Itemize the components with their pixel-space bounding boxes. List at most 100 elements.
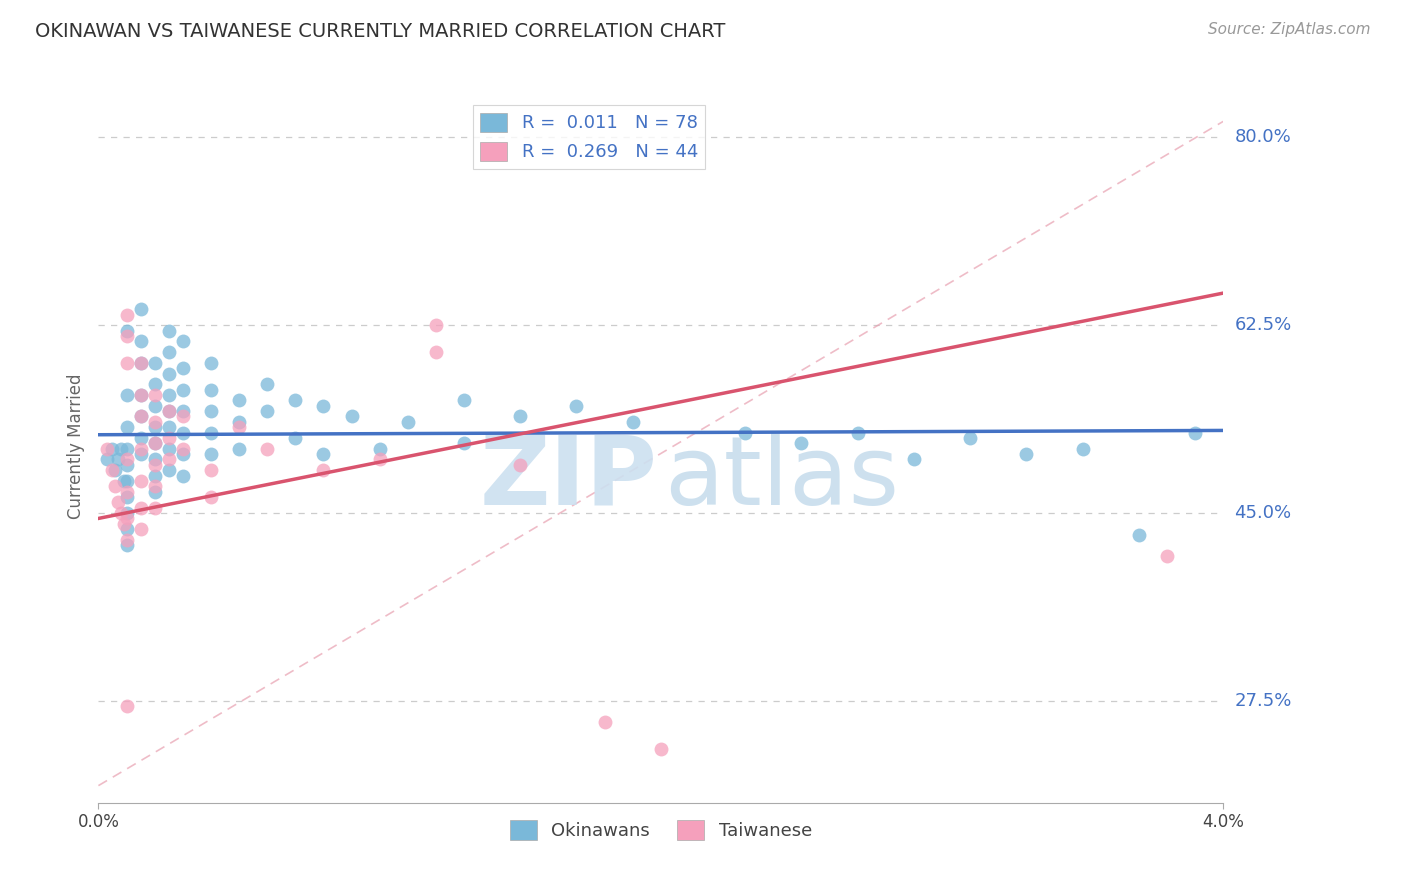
Point — [143, 420, 166, 434]
Point — [228, 442, 250, 456]
Point — [129, 447, 152, 461]
Point — [157, 367, 180, 381]
Point — [256, 377, 278, 392]
Point — [143, 479, 166, 493]
Point — [143, 500, 166, 515]
Point — [115, 458, 138, 472]
Point — [593, 715, 616, 730]
Point — [157, 345, 180, 359]
Point — [143, 415, 166, 429]
Point — [846, 425, 869, 440]
Point — [115, 506, 138, 520]
Y-axis label: Currently Married: Currently Married — [66, 373, 84, 519]
Point — [157, 324, 180, 338]
Point — [104, 463, 127, 477]
Point — [1156, 549, 1178, 563]
Point — [790, 436, 813, 450]
Point — [284, 431, 307, 445]
Point — [200, 463, 222, 477]
Point — [425, 345, 447, 359]
Point — [172, 409, 194, 424]
Point — [115, 308, 138, 322]
Point — [425, 318, 447, 333]
Point — [284, 393, 307, 408]
Point — [256, 404, 278, 418]
Point — [312, 447, 335, 461]
Point — [101, 442, 124, 456]
Point — [959, 431, 981, 445]
Text: atlas: atlas — [664, 432, 900, 524]
Point — [143, 484, 166, 499]
Point — [129, 388, 152, 402]
Point — [129, 302, 152, 317]
Point — [129, 409, 152, 424]
Point — [678, 806, 700, 821]
Point — [509, 458, 531, 472]
Point — [143, 436, 166, 450]
Point — [340, 409, 363, 424]
Point — [115, 699, 138, 714]
Point — [157, 463, 180, 477]
Legend: Okinawans, Taiwanese: Okinawans, Taiwanese — [502, 813, 820, 847]
Point — [107, 495, 129, 509]
Point — [115, 324, 138, 338]
Point — [115, 522, 138, 536]
Point — [115, 538, 138, 552]
Point — [312, 399, 335, 413]
Point — [115, 474, 138, 488]
Point — [143, 388, 166, 402]
Point — [143, 356, 166, 370]
Point — [650, 742, 672, 756]
Point — [143, 452, 166, 467]
Point — [96, 452, 118, 467]
Point — [256, 442, 278, 456]
Point — [734, 425, 756, 440]
Point — [129, 431, 152, 445]
Point — [396, 415, 419, 429]
Point — [1015, 447, 1038, 461]
Point — [1184, 425, 1206, 440]
Point — [157, 388, 180, 402]
Point — [129, 522, 152, 536]
Point — [509, 409, 531, 424]
Point — [200, 490, 222, 504]
Point — [143, 377, 166, 392]
Text: ZIP: ZIP — [479, 432, 658, 524]
Point — [129, 334, 152, 349]
Point — [129, 442, 152, 456]
Point — [312, 463, 335, 477]
Point — [115, 484, 138, 499]
Point — [115, 533, 138, 547]
Point — [228, 393, 250, 408]
Point — [172, 447, 194, 461]
Point — [115, 442, 138, 456]
Point — [112, 474, 135, 488]
Point — [453, 436, 475, 450]
Point — [157, 431, 180, 445]
Point — [110, 506, 132, 520]
Point — [157, 442, 180, 456]
Point — [200, 383, 222, 397]
Text: 27.5%: 27.5% — [1234, 692, 1292, 710]
Text: Source: ZipAtlas.com: Source: ZipAtlas.com — [1208, 22, 1371, 37]
Point — [172, 404, 194, 418]
Text: OKINAWAN VS TAIWANESE CURRENTLY MARRIED CORRELATION CHART: OKINAWAN VS TAIWANESE CURRENTLY MARRIED … — [35, 22, 725, 41]
Point — [1128, 527, 1150, 541]
Point — [621, 415, 644, 429]
Point — [172, 361, 194, 376]
Point — [110, 442, 132, 456]
Point — [368, 442, 391, 456]
Point — [115, 388, 138, 402]
Point — [200, 404, 222, 418]
Point — [172, 425, 194, 440]
Point — [172, 468, 194, 483]
Point — [104, 479, 127, 493]
Point — [157, 404, 180, 418]
Point — [368, 452, 391, 467]
Point — [157, 404, 180, 418]
Point — [101, 463, 124, 477]
Point — [172, 334, 194, 349]
Point — [115, 356, 138, 370]
Point — [228, 415, 250, 429]
Point — [143, 399, 166, 413]
